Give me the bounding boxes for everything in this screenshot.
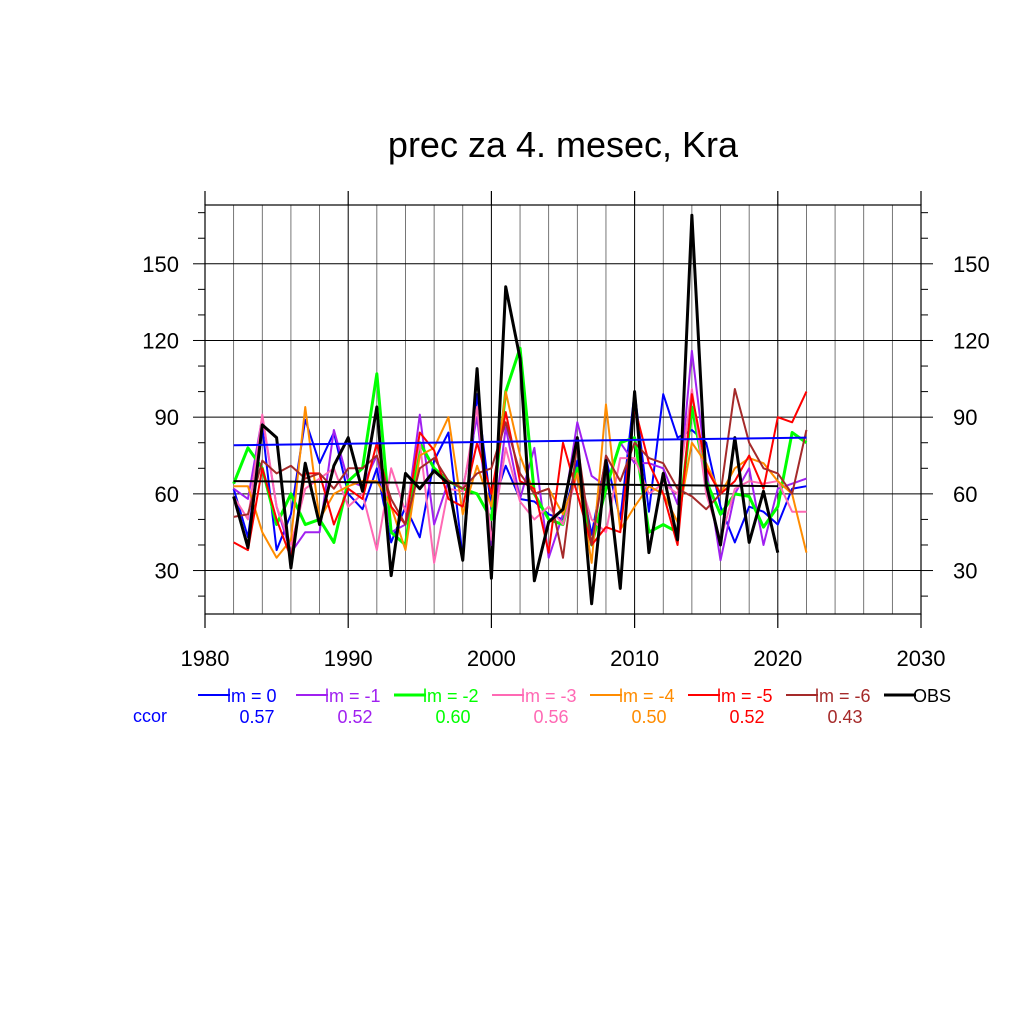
legend-label-7: OBS bbox=[913, 686, 951, 706]
legend-corr-5: 0.52 bbox=[729, 707, 764, 727]
y-tick-label-right: 120 bbox=[953, 328, 990, 353]
axes: 1980 1990 2000 2010 2020 2030 30 30 60 60 90 90 120 1… bbox=[142, 191, 990, 671]
legend-label-2: lm = -2 bbox=[423, 686, 479, 706]
y-tick-label: 90 bbox=[155, 405, 179, 430]
legend-label-1: lm = -1 bbox=[325, 686, 381, 706]
series-line-7 bbox=[232, 213, 780, 606]
legend-corr-1: 0.52 bbox=[337, 707, 372, 727]
series-lines bbox=[232, 213, 808, 606]
x-tick-label: 2020 bbox=[753, 646, 802, 671]
y-tick-label: 150 bbox=[142, 252, 179, 277]
y-tick-label: 60 bbox=[155, 482, 179, 507]
y-tick-label: 30 bbox=[155, 559, 179, 584]
legend-corr-3: 0.56 bbox=[533, 707, 568, 727]
legend-corr-6: 0.43 bbox=[827, 707, 862, 727]
x-tick-label: 2000 bbox=[467, 646, 516, 671]
series-line-4 bbox=[233, 390, 808, 564]
legend-label-0: lm = 0 bbox=[227, 686, 277, 706]
y-tick-label-right: 30 bbox=[953, 559, 977, 584]
x-tick-label: 2010 bbox=[610, 646, 659, 671]
x-tick-label: 1990 bbox=[324, 646, 373, 671]
y-tick-label: 120 bbox=[142, 328, 179, 353]
legend-corr-2: 0.60 bbox=[435, 707, 470, 727]
trend-line-0 bbox=[233, 436, 807, 447]
plot-frame bbox=[204, 204, 922, 615]
series-line-2 bbox=[232, 346, 808, 547]
legend-label-3: lm = -3 bbox=[521, 686, 577, 706]
x-tick-label: 2030 bbox=[897, 646, 946, 671]
trend-line-1 bbox=[233, 480, 778, 488]
legend-label-5: lm = -5 bbox=[717, 686, 773, 706]
legend-label-4: lm = -4 bbox=[619, 686, 675, 706]
y-tick-label-right: 60 bbox=[953, 482, 977, 507]
grid bbox=[204, 205, 922, 614]
chart-title: prec za 4. mesec, Kra bbox=[388, 124, 739, 165]
y-tick-label-right: 90 bbox=[953, 405, 977, 430]
y-tick-label-right: 150 bbox=[953, 252, 990, 277]
legend-label-6: lm = -6 bbox=[815, 686, 871, 706]
series-line-5 bbox=[233, 391, 808, 559]
legend-corr-4: 0.50 bbox=[631, 707, 666, 727]
corr-label: ccor bbox=[133, 706, 167, 726]
x-tick-label: 1980 bbox=[181, 646, 230, 671]
legend-corr-0: 0.57 bbox=[239, 707, 274, 727]
